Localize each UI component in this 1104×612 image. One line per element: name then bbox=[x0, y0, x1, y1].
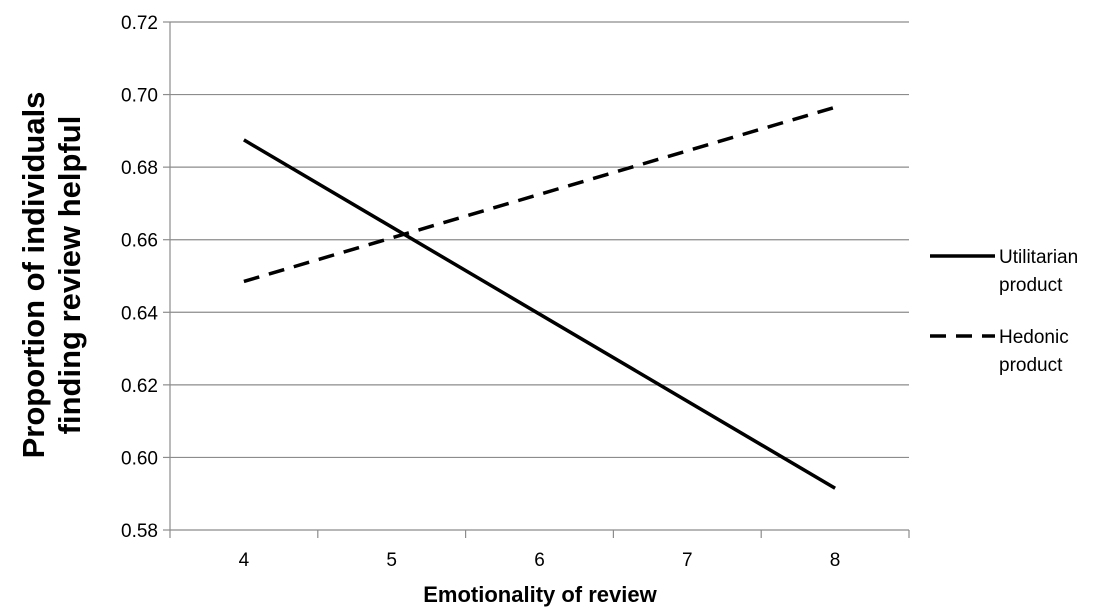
y-tick-label: 0.68 bbox=[121, 158, 158, 179]
legend-label-utilitarian-line-1: Utilitarian bbox=[999, 247, 1078, 268]
x-tick-label: 7 bbox=[682, 550, 693, 571]
x-tick-label: 6 bbox=[534, 550, 545, 571]
series-lines bbox=[244, 107, 835, 488]
x-tick-label: 4 bbox=[239, 550, 250, 571]
y-axis-title-line-1: Proportion of individuals bbox=[16, 92, 51, 459]
y-tick-labels: 0.58 0.60 0.62 0.64 0.66 0.68 0.70 0.72 bbox=[121, 13, 158, 542]
legend: Utilitarian product Hedonic product bbox=[930, 247, 1078, 376]
legend-label-hedonic-line-1: Hedonic bbox=[999, 327, 1069, 348]
y-axis-title-line-2: finding review helpful bbox=[52, 116, 87, 435]
x-tick-label: 5 bbox=[386, 550, 397, 571]
y-tick-label: 0.72 bbox=[121, 13, 158, 34]
x-tick-label: 8 bbox=[830, 550, 841, 571]
series-line-utilitarian bbox=[244, 140, 835, 488]
gridlines bbox=[163, 22, 909, 530]
y-tick-label: 0.64 bbox=[121, 303, 158, 324]
y-tick-label: 0.66 bbox=[121, 231, 158, 252]
series-line-hedonic bbox=[244, 107, 835, 281]
legend-label-utilitarian-line-2: product bbox=[999, 275, 1063, 296]
x-tick-labels: 4 5 6 7 8 bbox=[239, 550, 841, 571]
y-tick-label: 0.58 bbox=[121, 521, 158, 542]
x-axis-title: Emotionality of review bbox=[423, 582, 657, 607]
axes bbox=[170, 22, 909, 538]
y-tick-label: 0.60 bbox=[121, 448, 158, 469]
y-tick-label: 0.70 bbox=[121, 86, 158, 107]
y-tick-label: 0.62 bbox=[121, 376, 158, 397]
legend-label-hedonic-line-2: product bbox=[999, 355, 1063, 376]
